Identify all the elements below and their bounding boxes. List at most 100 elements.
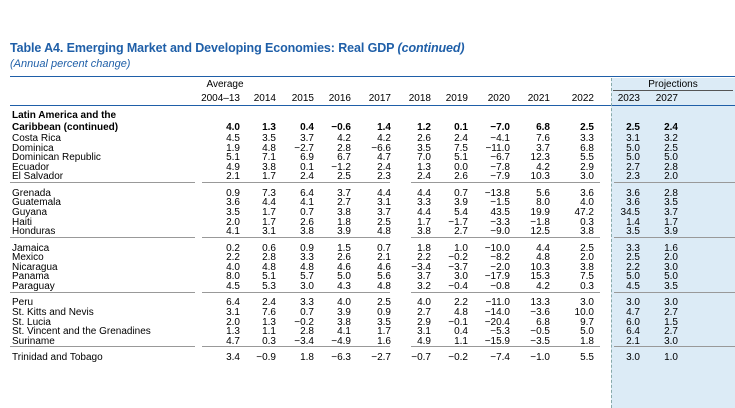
data-cell: 0.2 [226, 242, 240, 254]
data-cell: 4.4 [417, 187, 431, 199]
data-cell: 1.8 [337, 216, 351, 228]
data-cell: 6.4 [300, 187, 314, 199]
data-cell: 5.0 [664, 271, 678, 283]
data-cell: 3.0 [580, 297, 594, 309]
data-cell: −15.9 [484, 335, 510, 347]
data-cell: 2.4 [454, 133, 468, 144]
data-cell: 3.9 [337, 307, 351, 318]
data-cell: 3.0 [626, 352, 640, 364]
data-cell: 2.7 [626, 161, 640, 173]
data-cell: 3.1 [262, 226, 276, 238]
data-cell: 4.4 [377, 187, 391, 199]
group-separator [202, 182, 390, 183]
region-name-line2: Caribbean (continued) [12, 122, 119, 133]
group-separator [614, 182, 735, 183]
projections-label: Projections [648, 79, 698, 90]
data-cell: 4.8 [536, 252, 550, 264]
table-title-continued: (continued) [397, 41, 465, 55]
data-cell: 4.2 [377, 133, 391, 144]
region-value: 1.2 [417, 122, 431, 133]
data-cell: −20.4 [484, 316, 510, 328]
region-value: 2.4 [664, 122, 678, 133]
data-cell: 3.5 [226, 207, 240, 218]
data-cell: 3.6 [626, 187, 640, 199]
region-value: 1.3 [262, 122, 276, 133]
country-name: Dominican Republic [12, 152, 101, 164]
data-cell: 2.9 [580, 161, 594, 173]
data-cell: 2.7 [664, 326, 678, 338]
data-cell: 8.0 [226, 271, 240, 283]
data-cell: 2.8 [300, 326, 314, 338]
data-cell: −8.2 [490, 252, 510, 264]
group-separator [10, 346, 195, 348]
region-value: 0.1 [454, 122, 468, 133]
data-cell: 7.6 [536, 133, 550, 144]
data-cell: 1.7 [377, 326, 391, 338]
data-cell: 5.1 [226, 152, 240, 164]
data-cell: 7.6 [262, 307, 276, 318]
data-cell: 3.0 [664, 261, 678, 273]
data-cell: 6.8 [536, 316, 550, 328]
data-cell: 0.3 [580, 281, 594, 292]
data-cell: 3.0 [664, 297, 678, 309]
data-cell: −0.5 [530, 326, 550, 338]
data-cell: 7.5 [454, 142, 468, 154]
data-cell: −4.1 [490, 133, 510, 144]
data-cell: 5.1 [454, 152, 468, 164]
data-cell: −7.9 [490, 171, 510, 183]
data-cell: 1.5 [664, 316, 678, 328]
data-cell: −0.9 [256, 352, 276, 364]
year-header: 2023 [617, 93, 640, 104]
data-cell: −1.7 [448, 216, 468, 228]
data-cell: 1.5 [337, 242, 351, 254]
projections-shading [611, 78, 735, 408]
year-header: 2015 [291, 93, 314, 104]
table-title: Table A4. Emerging Market and Developing… [10, 41, 465, 55]
data-cell: 2.8 [664, 161, 678, 173]
data-cell: −7.4 [490, 352, 510, 364]
data-cell: 3.1 [626, 133, 640, 144]
data-cell: 4.0 [417, 297, 431, 309]
data-cell: 5.0 [626, 271, 640, 283]
data-cell: 9.7 [580, 316, 594, 328]
year-header: 2017 [368, 93, 391, 104]
data-cell: 3.0 [664, 335, 678, 347]
data-cell: 4.8 [262, 261, 276, 273]
data-cell: 2.0 [226, 216, 240, 228]
data-cell: 4.0 [226, 261, 240, 273]
country-name: El Salvador [12, 171, 64, 183]
data-cell: 0.3 [262, 335, 276, 347]
data-cell: 4.9 [226, 161, 240, 173]
data-cell: 4.6 [337, 261, 351, 273]
country-name: Guyana [12, 207, 48, 218]
data-cell: 6.4 [226, 297, 240, 309]
data-cell: 5.6 [377, 271, 391, 283]
data-cell: 3.8 [300, 226, 314, 238]
data-cell: −6.3 [331, 352, 351, 364]
year-header: 2018 [408, 93, 431, 104]
data-cell: 0.6 [262, 242, 276, 254]
data-cell: 3.5 [417, 142, 431, 154]
data-cell: 0.3 [580, 216, 594, 228]
data-cell: −3.4 [411, 261, 431, 273]
data-cell: 19.9 [530, 207, 550, 218]
data-cell: 4.8 [377, 226, 391, 238]
data-cell: 3.9 [454, 197, 468, 209]
country-name: St. Kitts and Nevis [12, 307, 94, 318]
data-cell: 1.3 [417, 161, 431, 173]
data-cell: 12.3 [530, 152, 550, 164]
data-cell: 4.2 [536, 281, 550, 292]
data-cell: 10.3 [530, 261, 550, 273]
data-cell: 4.4 [417, 207, 431, 218]
data-cell: 0.7 [300, 307, 314, 318]
region-value: −0.6 [331, 122, 351, 133]
data-cell: 3.7 [377, 207, 391, 218]
data-cell: 3.5 [664, 197, 678, 209]
data-cell: 3.2 [417, 281, 431, 292]
data-cell: −0.7 [411, 352, 431, 364]
group-separator [202, 291, 390, 293]
data-cell: 2.4 [377, 161, 391, 173]
data-cell: 3.3 [417, 197, 431, 209]
data-cell: 2.9 [417, 316, 431, 328]
data-cell: 2.8 [664, 187, 678, 199]
